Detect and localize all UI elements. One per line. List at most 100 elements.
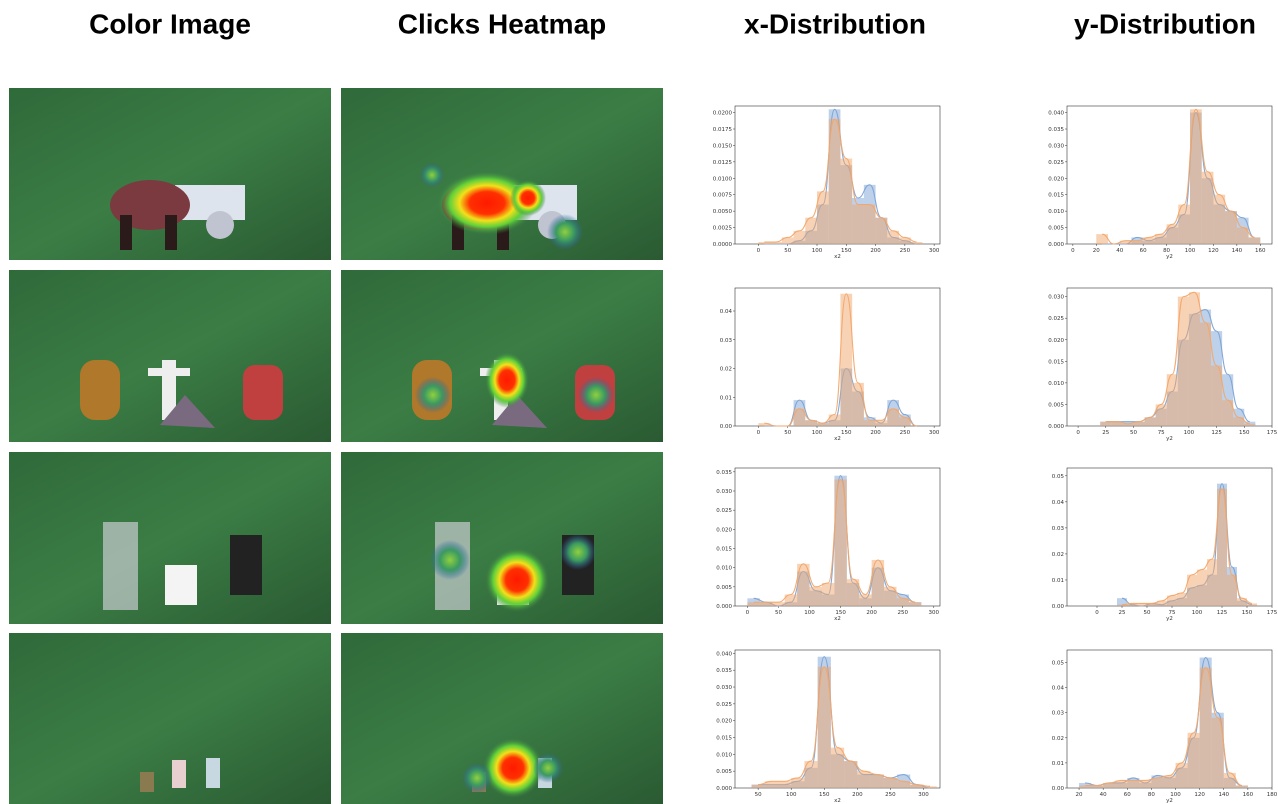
x-axis-label: x2: [834, 436, 841, 442]
x-tick-label: 50: [784, 248, 791, 254]
histogram-bar: [1139, 780, 1151, 788]
y-tick-label: 0.00: [1052, 786, 1065, 792]
x-tick-label: 175: [1267, 430, 1278, 436]
x-tick-label: 50: [1144, 610, 1151, 616]
x-tick-label: 100: [812, 430, 823, 436]
y-tick-label: 0.000: [1048, 424, 1064, 430]
y-tick-label: 0.02: [720, 367, 732, 373]
x-tick-label: 160: [1243, 792, 1254, 798]
x-axis-label: y2: [1166, 254, 1173, 260]
x-axis-label: x2: [834, 798, 841, 804]
y-tick-label: 0.02: [1052, 736, 1064, 742]
column-title: Clicks Heatmap: [398, 8, 607, 39]
y-tick-label: 0.04: [1052, 500, 1065, 506]
x-tick-label: 250: [897, 610, 908, 616]
column-title: x-Distribution: [744, 8, 926, 39]
x-tick-label: 150: [841, 248, 852, 254]
x-tick-label: 80: [1148, 792, 1155, 798]
y-tick-label: 0.05: [1052, 661, 1065, 667]
x-tick-label: 150: [1242, 610, 1253, 616]
histogram-bar: [791, 778, 804, 788]
histogram-bar: [1249, 237, 1261, 244]
y-tick-label: 0.03: [1052, 526, 1065, 532]
x-tick-label: 200: [866, 610, 877, 616]
x-tick-label: 200: [870, 248, 881, 254]
y-tick-label: 0.010: [1048, 381, 1064, 387]
y-tick-label: 0.000: [1048, 242, 1064, 248]
y-tick-label: 0.01: [1052, 761, 1064, 767]
x-tick-label: 120: [1194, 792, 1205, 798]
y-tick-label: 0.035: [716, 668, 732, 674]
histogram-bar: [1163, 775, 1175, 788]
x-axis-label: y2: [1166, 798, 1173, 804]
x-tick-label: 60: [1140, 248, 1147, 254]
y-tick-label: 0.04: [720, 309, 733, 315]
histogram-bar: [884, 778, 897, 788]
y-tick-label: 0.02: [1052, 552, 1064, 558]
x-tick-label: 100: [1184, 430, 1195, 436]
y-tick-label: 0.025: [1048, 316, 1064, 322]
histogram-bar: [859, 595, 871, 607]
x-tick-label: 250: [885, 792, 896, 798]
y-tick-label: 0.0200: [713, 111, 733, 117]
x-tick-label: 0: [746, 610, 750, 616]
y-tick-label: 0.005: [716, 769, 732, 775]
x-tick-label: 0: [1095, 610, 1099, 616]
x-tick-label: 40: [1116, 248, 1123, 254]
histogram-bar: [1151, 778, 1163, 788]
x-tick-label: 50: [755, 792, 762, 798]
y-tick-label: 0.025: [716, 702, 732, 708]
x-tick-label: 25: [1119, 610, 1126, 616]
y-tick-label: 0.03: [1052, 711, 1065, 717]
x-axis-label: y2: [1166, 436, 1173, 442]
histogram-bar: [871, 775, 884, 788]
x-tick-label: 200: [870, 430, 881, 436]
histogram-bar: [822, 583, 834, 606]
histogram-bar: [1213, 195, 1225, 244]
y-tick-label: 0.0050: [713, 209, 733, 215]
y-tick-label: 0.030: [716, 685, 732, 691]
x-tick-label: 175: [1267, 610, 1278, 616]
histogram-bar: [831, 748, 844, 788]
x-tick-label: 100: [812, 248, 823, 254]
histogram-bar: [844, 761, 857, 788]
x-tick-label: 100: [804, 610, 815, 616]
x-axis-label: x2: [834, 254, 841, 260]
histogram-bar: [1127, 780, 1139, 788]
y-tick-label: 0.000: [716, 604, 732, 610]
figure: Color Image Clicks Heatmap x-Distributio…: [0, 0, 1278, 804]
y-tick-label: 0.010: [716, 566, 732, 572]
x-tick-label: 300: [929, 610, 940, 616]
x-axis-label: y2: [1166, 616, 1173, 622]
y-tick-label: 0.030: [1048, 143, 1064, 149]
y-tick-label: 0.025: [1048, 160, 1064, 166]
y-tick-label: 0.0025: [713, 226, 733, 232]
histogram-bar: [810, 587, 822, 606]
histogram-bar: [852, 205, 864, 244]
histogram-bar: [864, 420, 876, 426]
y-tick-label: 0.00: [1052, 604, 1065, 610]
histogram-bar: [857, 771, 870, 788]
x-tick-label: 40: [1100, 792, 1107, 798]
x-tick-label: 50: [775, 610, 782, 616]
histogram-bar: [876, 420, 888, 426]
histogram-bar: [1202, 172, 1214, 244]
histogram-bar: [1200, 323, 1211, 427]
histogram-bar: [747, 602, 759, 606]
y-tick-label: 0.035: [716, 470, 732, 476]
y-tick-label: 0.005: [1048, 226, 1064, 232]
x-tick-label: 100: [786, 792, 797, 798]
histogram-bar: [778, 781, 791, 788]
x-tick-label: 300: [918, 792, 929, 798]
x-tick-label: 150: [819, 792, 830, 798]
x-tick-label: 300: [929, 430, 940, 436]
histogram-bar: [760, 602, 772, 606]
y-tick-label: 0.030: [716, 489, 732, 495]
photos: [9, 88, 663, 804]
x-tick-label: 75: [1158, 430, 1165, 436]
histogram-bar: [772, 602, 784, 606]
x-tick-label: 0: [757, 430, 761, 436]
y-tick-label: 0.005: [1048, 402, 1064, 408]
x-tick-label: 150: [1239, 430, 1250, 436]
y-tick-label: 0.0175: [713, 127, 733, 133]
